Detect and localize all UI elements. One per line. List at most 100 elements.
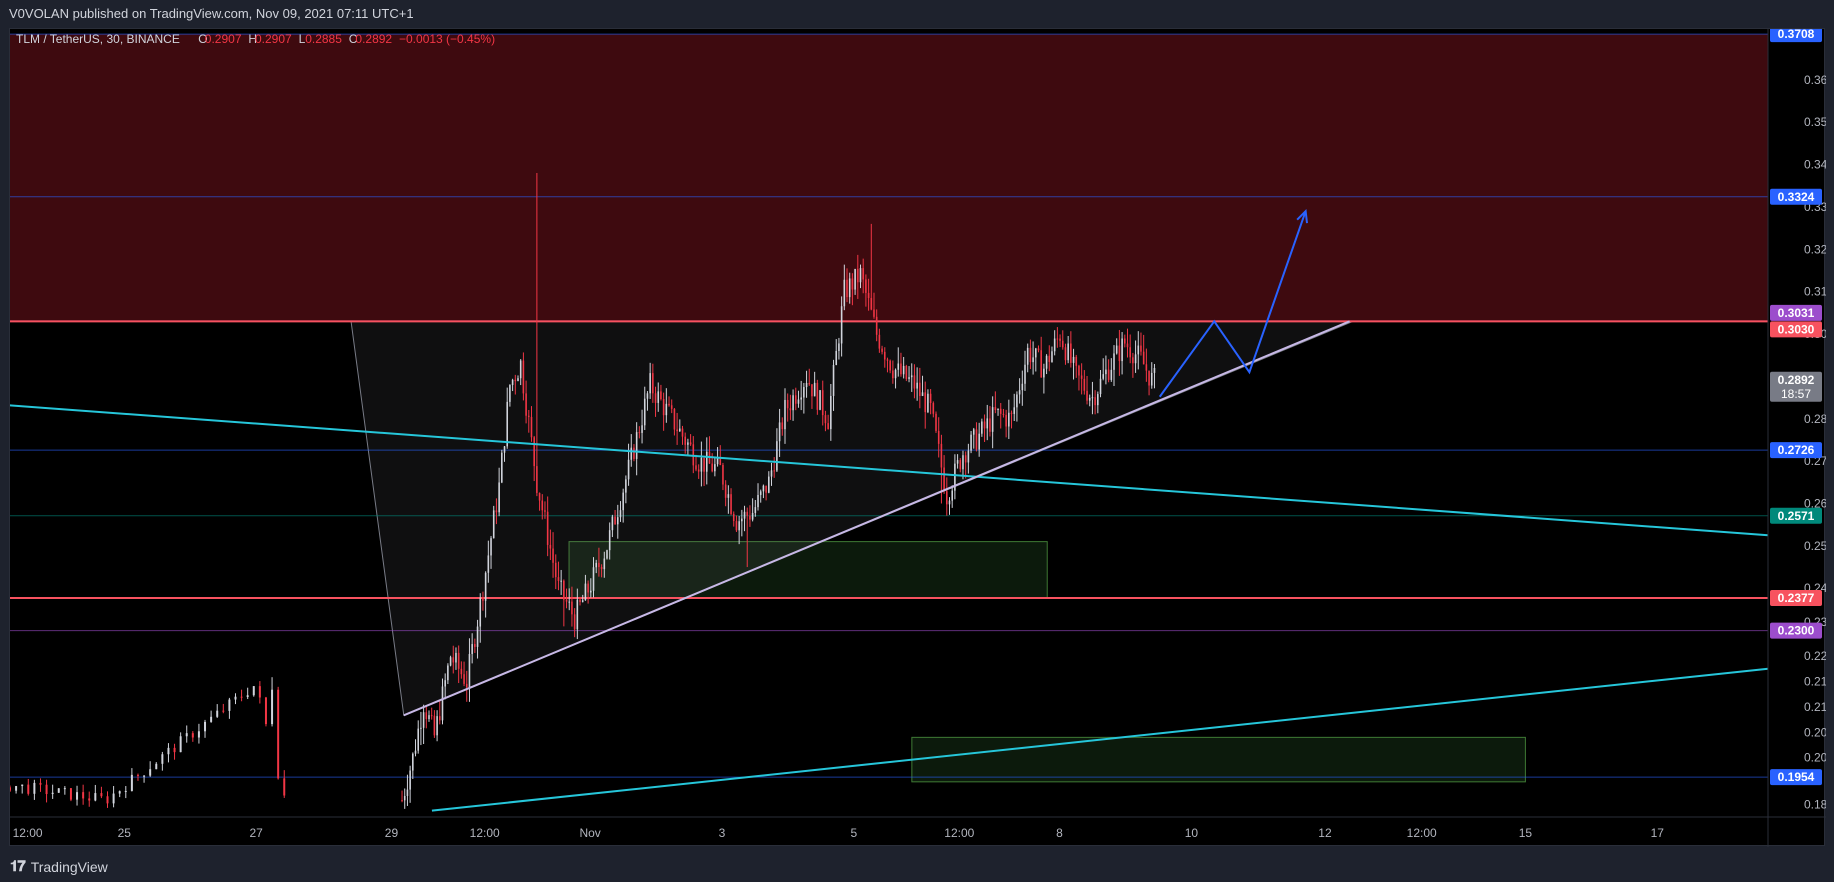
candle-body xyxy=(641,425,643,433)
candle-body xyxy=(1129,347,1131,358)
candle-body xyxy=(57,788,60,793)
triangle-pattern xyxy=(350,320,1354,717)
candle-body xyxy=(819,390,821,410)
candle-body xyxy=(676,429,678,432)
candle-body xyxy=(741,518,743,522)
candle-body xyxy=(1002,413,1005,415)
candle-body xyxy=(997,408,999,411)
candle-body xyxy=(848,278,851,298)
candle-body xyxy=(859,268,862,283)
candle-body xyxy=(240,696,243,698)
candle-body xyxy=(606,550,608,559)
candle-body xyxy=(409,770,411,790)
candle-body xyxy=(63,788,66,790)
candle-body xyxy=(112,793,115,804)
candle-body xyxy=(565,599,568,602)
candle-body xyxy=(167,747,170,755)
candle-body xyxy=(794,395,797,404)
zone-support-1 xyxy=(568,541,1048,599)
candle-body xyxy=(430,715,433,717)
candle-body xyxy=(428,715,430,719)
candle-body xyxy=(983,421,986,429)
candle-body xyxy=(649,373,651,394)
candle-body xyxy=(579,599,581,603)
footer-bar: 𝟏𝟕 TradingView xyxy=(0,852,1834,882)
y-tick-label: 0.3500 xyxy=(1804,115,1826,129)
y-tick-label: 0.3400 xyxy=(1804,158,1826,172)
candle-body xyxy=(1091,397,1094,399)
candle-body xyxy=(789,408,792,411)
legend-low-label: L xyxy=(299,32,306,46)
candle-body xyxy=(563,580,565,600)
bar-countdown-label: 18:57 xyxy=(1781,387,1811,401)
candle-body xyxy=(786,399,789,409)
candle-body xyxy=(705,451,708,472)
price-level-badge xyxy=(1770,589,1822,606)
price-level-badge-label: 0.3030 xyxy=(1778,322,1815,336)
candle-body xyxy=(94,793,97,801)
candle-body xyxy=(1115,345,1118,354)
y-tick-label: 0.2120 xyxy=(1804,700,1826,714)
candle-body xyxy=(420,727,422,729)
candle-body xyxy=(436,716,438,736)
candle-body xyxy=(1048,355,1051,362)
candle-body xyxy=(608,530,611,551)
legend-high-value: 0.2907 xyxy=(255,32,292,46)
price-level-badge-label: 0.2300 xyxy=(1778,624,1815,638)
projection-path xyxy=(1158,210,1307,398)
candle-body xyxy=(889,360,891,371)
candle-body xyxy=(1078,365,1080,376)
candle-body xyxy=(1113,353,1115,370)
candle-body xyxy=(476,626,479,647)
candle-body xyxy=(959,460,962,470)
candle-body xyxy=(1010,412,1013,414)
candle-body xyxy=(51,792,54,795)
candle-body xyxy=(625,479,627,493)
candle-body xyxy=(611,516,614,531)
candle-body xyxy=(681,428,684,437)
y-tick-label: 0.3100 xyxy=(1804,285,1826,299)
candle-body xyxy=(905,365,908,379)
candle-body xyxy=(865,279,867,293)
candle-body xyxy=(773,470,776,472)
price-chart[interactable]: 0.36000.35000.34000.33000.32000.31000.30… xyxy=(10,29,1826,847)
candle-body xyxy=(600,567,603,570)
candle-body xyxy=(1088,397,1091,401)
candle-body xyxy=(216,710,219,717)
price-level-badge-label: 0.3031 xyxy=(1778,306,1815,320)
candle-body xyxy=(495,510,498,513)
candle-body xyxy=(474,644,476,647)
y-tick-label: 0.2060 xyxy=(1804,725,1826,739)
last-price-badge xyxy=(1770,371,1822,402)
candle-body xyxy=(827,423,829,430)
y-tick-label: 0.2500 xyxy=(1804,539,1826,553)
candle-body xyxy=(592,567,595,591)
candle-body xyxy=(544,510,546,512)
candle-body xyxy=(509,385,511,402)
candle-body xyxy=(943,467,945,492)
candle-body xyxy=(533,437,535,467)
x-tick-label: 12 xyxy=(1318,826,1332,840)
candle-body xyxy=(800,397,802,400)
candle-body xyxy=(662,399,665,416)
price-level-badge xyxy=(1770,188,1822,205)
candle-body xyxy=(401,800,403,802)
candle-body xyxy=(118,791,121,794)
candle-body xyxy=(82,792,85,799)
candle-body xyxy=(975,429,978,450)
candle-body xyxy=(258,686,261,698)
candle-body xyxy=(867,292,870,299)
candle-body xyxy=(1021,383,1024,391)
candle-body xyxy=(173,747,176,753)
tradingview-brand[interactable]: 𝟏𝟕 TradingView xyxy=(10,858,108,875)
candle-body xyxy=(501,452,503,483)
candle-body xyxy=(45,784,48,795)
candle-body xyxy=(883,351,886,360)
candle-body xyxy=(1126,343,1129,348)
candle-body xyxy=(549,544,552,549)
candle-body xyxy=(816,382,819,410)
chart-panel[interactable]: 0.36000.35000.34000.33000.32000.31000.30… xyxy=(9,28,1826,847)
candle-body xyxy=(735,521,738,531)
candle-body xyxy=(622,492,624,511)
candle-body xyxy=(999,408,1002,414)
